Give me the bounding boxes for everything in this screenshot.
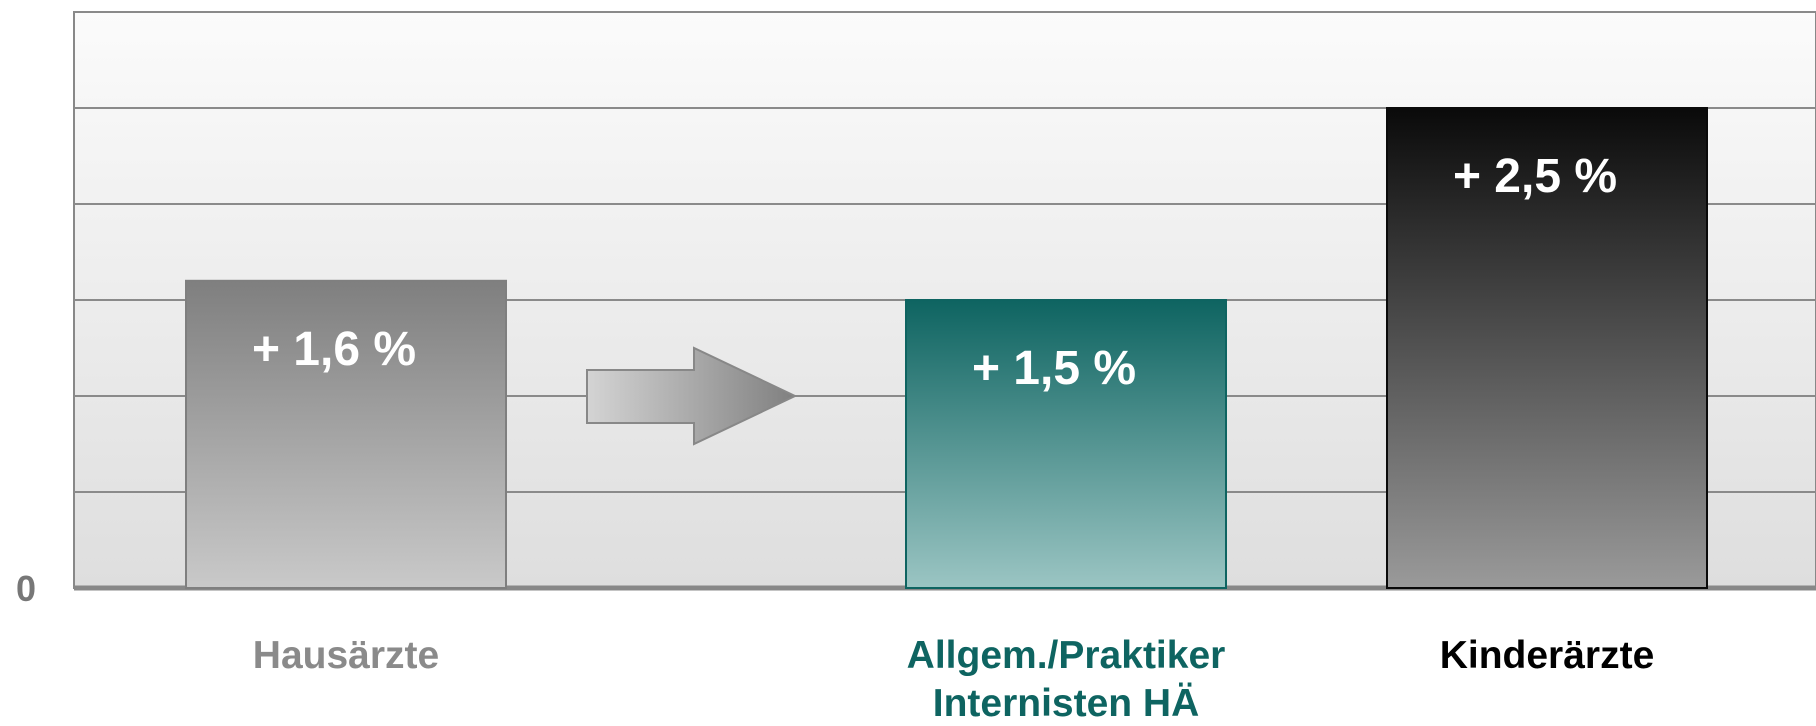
data-label: + 2,5 % bbox=[1453, 150, 1617, 203]
x-tick-label: Kinderärzte bbox=[1440, 634, 1655, 677]
arrow bbox=[586, 346, 798, 446]
x-tick-label: Hausärzte bbox=[253, 634, 439, 677]
data-label: + 1,5 % bbox=[972, 342, 1136, 395]
bar bbox=[185, 279, 507, 589]
bar bbox=[1386, 107, 1708, 589]
x-tick-label: Allgem./Praktiker Internisten HÄ bbox=[907, 634, 1226, 725]
data-label: + 1,6 % bbox=[252, 323, 416, 376]
y-tick-label: 0 bbox=[16, 568, 36, 609]
bar bbox=[905, 299, 1227, 589]
